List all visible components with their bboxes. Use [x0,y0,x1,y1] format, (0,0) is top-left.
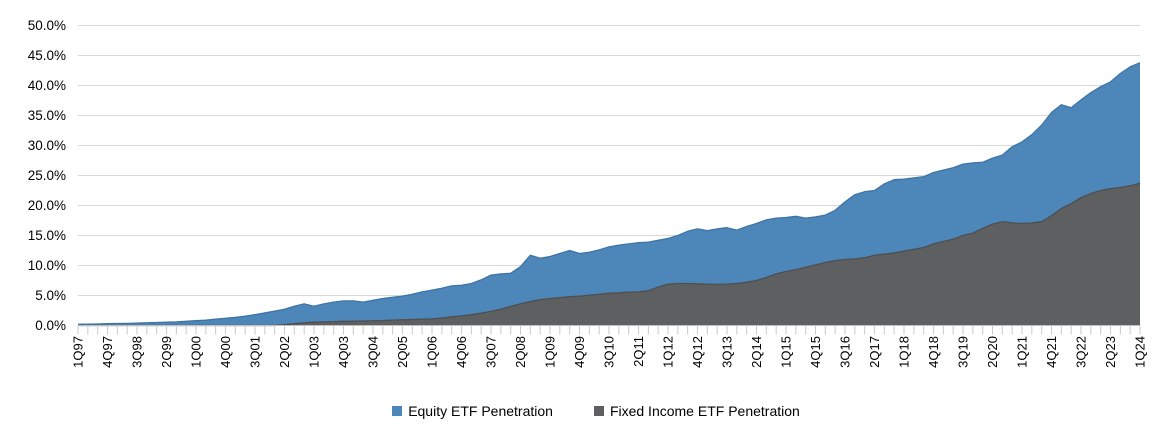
y-axis-tick-label: 25.0% [28,168,66,183]
x-axis-tick-label: 3Q98 [130,336,145,368]
x-axis-tick-label: 4Q15 [808,336,823,368]
y-axis-tick-label: 5.0% [35,288,66,303]
x-axis-tick-label: 2Q23 [1103,336,1118,368]
x-axis-tick-label: 4Q18 [926,336,941,368]
x-axis-tick-label: 1Q09 [543,336,558,368]
x-axis-tick-label: 1Q21 [1015,336,1030,368]
legend: Equity ETF Penetration Fixed Income ETF … [0,403,1152,419]
x-axis-tick-label: 4Q21 [1044,336,1059,368]
y-axis-tick-label: 15.0% [28,228,66,243]
y-axis-tick-label: 30.0% [28,138,66,153]
x-axis-tick-label: 1Q12 [661,336,676,368]
x-axis-tick-label: 2Q02 [277,336,292,368]
x-axis-tick-label: 4Q06 [454,336,469,368]
x-axis-tick-label: 3Q19 [956,336,971,368]
x-axis-tick-label: 2Q05 [395,336,410,368]
x-axis-tick-label: 4Q03 [336,336,351,368]
legend-label-fixed-income: Fixed Income ETF Penetration [609,403,800,419]
x-axis-tick-label: 1Q06 [425,336,440,368]
y-axis-tick-label: 10.0% [28,258,66,273]
legend-item-equity: Equity ETF Penetration [392,403,553,419]
x-axis-tick-label: 1Q15 [779,336,794,368]
x-axis-tick-label: 2Q14 [749,336,764,368]
y-axis-tick-label: 45.0% [28,48,66,63]
x-axis-tick-label: 4Q97 [100,336,115,368]
x-axis-tick-label: 3Q16 [838,336,853,368]
y-axis-tick-label: 40.0% [28,78,66,93]
x-axis-tick-label: 4Q00 [218,336,233,368]
x-axis-tick-label: 3Q10 [602,336,617,368]
x-axis-tick-label: 1Q00 [189,336,204,368]
x-axis-tick-label: 1Q18 [897,336,912,368]
x-axis-tick-label: 3Q22 [1074,336,1089,368]
x-axis-tick-label: 3Q04 [366,336,381,368]
x-axis-tick-label: 2Q20 [985,336,1000,368]
y-axis-tick-label: 35.0% [28,108,66,123]
legend-item-fixed-income: Fixed Income ETF Penetration [593,403,800,419]
y-axis-tick-label: 20.0% [28,198,66,213]
x-axis-tick-label: 2Q11 [631,336,646,367]
x-axis-tick-label: 3Q13 [720,336,735,368]
x-axis-tick-label: 2Q08 [513,336,528,368]
fixed-income-series-swatch-icon [593,406,604,416]
x-axis-tick-label: 1Q03 [307,336,322,368]
area-fixed-income-etf [78,183,1140,326]
x-axis-tick-label: 3Q07 [484,336,499,368]
x-axis-tick-label: 1Q97 [71,336,86,368]
x-axis-tick-label: 2Q17 [867,336,882,368]
legend-label-equity: Equity ETF Penetration [408,403,553,419]
x-axis-tick-label: 4Q09 [572,336,587,368]
y-axis-tick-label: 0.0% [35,318,66,333]
x-axis-tick-label: 2Q99 [159,336,174,368]
equity-series-swatch-icon [392,406,403,416]
x-axis-tick-label: 4Q12 [690,336,705,368]
x-axis-tick-label: 3Q01 [248,336,263,368]
y-axis-tick-label: 50.0% [28,18,66,33]
area-edge-equity-etf [77,62,1141,325]
x-axis-tick-label: 1Q24 [1133,336,1148,368]
